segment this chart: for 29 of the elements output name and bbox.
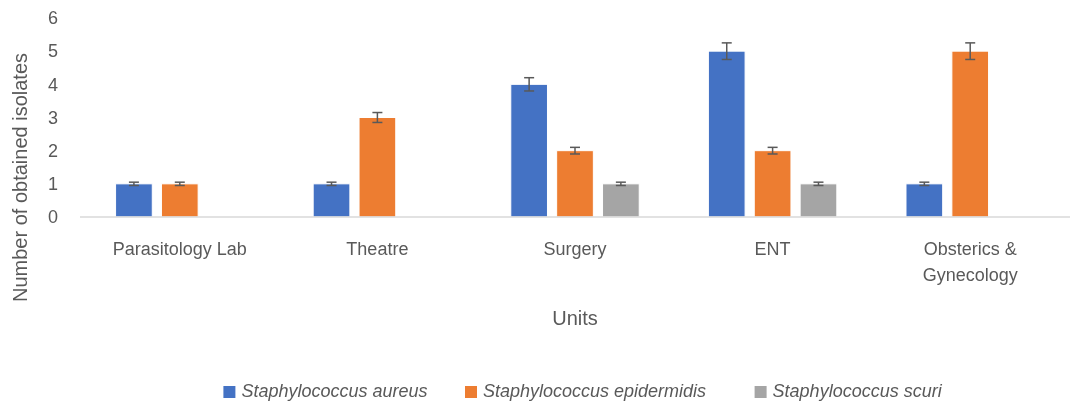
legend-label: Staphylococcus scuri bbox=[772, 381, 943, 401]
x-tick-label: Parasitology Lab bbox=[112, 239, 247, 259]
y-tick-label: 6 bbox=[47, 8, 58, 29]
y-tick-label: 3 bbox=[47, 107, 58, 128]
bar bbox=[707, 50, 746, 218]
bar bbox=[799, 183, 838, 218]
y-axis-title: Number of obtained isolates bbox=[9, 52, 31, 303]
bar bbox=[312, 183, 351, 218]
y-tick-label: 2 bbox=[47, 140, 58, 161]
bar bbox=[905, 183, 944, 218]
bar bbox=[556, 150, 594, 218]
x-tick-label: Surgery bbox=[543, 239, 607, 259]
legend-label: Staphylococcus aureus bbox=[241, 381, 428, 401]
x-tick-label: ENT bbox=[754, 239, 791, 259]
bar bbox=[753, 150, 792, 218]
x-tick-label: Theatre bbox=[346, 239, 409, 259]
y-tick-label: 1 bbox=[47, 174, 58, 195]
bar bbox=[510, 83, 548, 218]
bar bbox=[160, 183, 199, 218]
x-tick-label: Obsterics & Gynecology bbox=[922, 239, 1018, 285]
bar bbox=[602, 183, 640, 218]
y-tick-label: 0 bbox=[47, 207, 58, 228]
y-tick-label: 5 bbox=[47, 41, 58, 62]
y-tick-label: 4 bbox=[47, 74, 58, 95]
bar bbox=[358, 117, 397, 218]
bar bbox=[115, 183, 153, 218]
bar bbox=[951, 50, 990, 218]
legend-label: Staphylococcus epidermidis bbox=[483, 381, 707, 401]
x-axis-title: Units bbox=[552, 307, 598, 329]
